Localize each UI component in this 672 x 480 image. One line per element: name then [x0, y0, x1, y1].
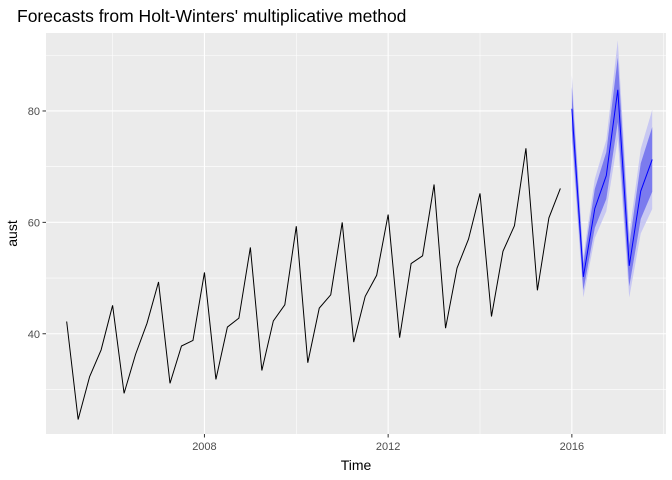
forecast-intervals — [571, 40, 653, 298]
axis-ticks: 2008 2012 2016 40 60 80 — [28, 106, 584, 453]
y-tick-label: 80 — [28, 106, 40, 118]
x-tick-label: 2008 — [192, 441, 216, 453]
forecast-line — [571, 89, 653, 278]
chart-title: Forecasts from Holt-Winters' multiplicat… — [17, 6, 407, 26]
y-tick-label: 40 — [28, 329, 40, 341]
band-80 — [571, 57, 653, 291]
x-axis-title: Time — [341, 457, 372, 473]
plot-panel — [46, 33, 666, 434]
y-tick-label: 60 — [28, 217, 40, 229]
x-tick-label: 2016 — [560, 441, 584, 453]
series-lines — [66, 89, 653, 420]
grid-minor — [46, 33, 666, 434]
y-axis-title: aust — [4, 220, 20, 247]
history-line — [66, 148, 561, 420]
x-tick-label: 2012 — [376, 441, 400, 453]
